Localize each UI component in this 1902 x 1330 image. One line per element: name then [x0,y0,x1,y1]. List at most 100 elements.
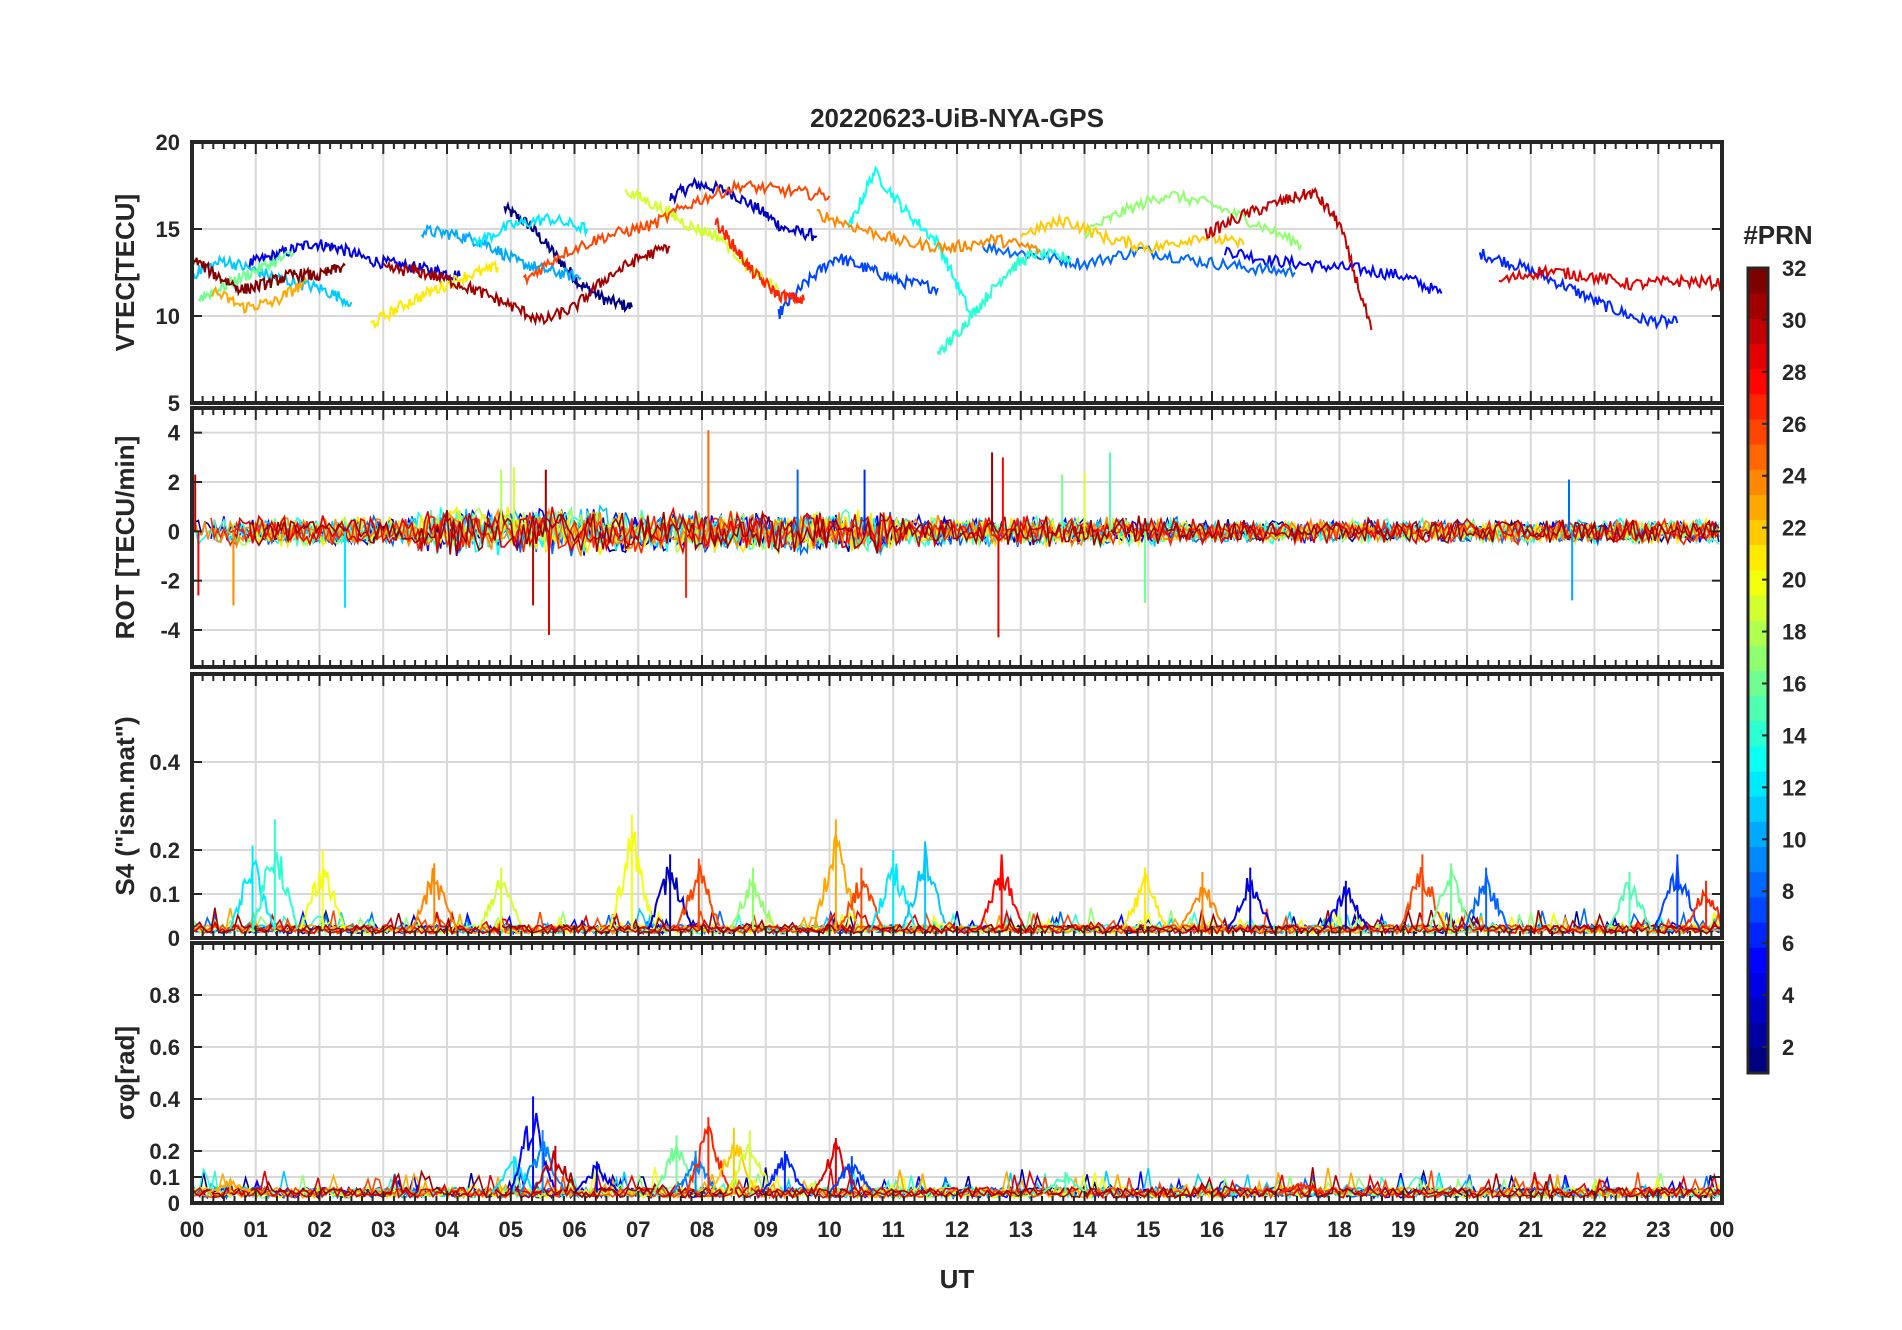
y-tick-label: 0.1 [149,1165,180,1190]
colorbar-segment [1748,745,1768,772]
prn-27-line [210,511,1720,554]
y-tick-label: 15 [156,217,180,242]
y-tick-label: 10 [156,304,180,329]
x-tick-label: 05 [499,1217,523,1242]
colorbar-segment [1748,771,1768,797]
colorbar-segment [1748,1022,1768,1049]
prn-31-line [249,508,1720,555]
x-axis-label: UT [940,1264,975,1294]
prn-10-line [420,223,582,282]
prn-19-line [624,187,780,291]
x-tick-label: 03 [371,1217,395,1242]
colorbar-tick-label: 18 [1782,620,1806,645]
y-tick-label: 0.8 [149,983,180,1008]
colorbar-segment [1748,997,1768,1024]
x-tick-label: 15 [1136,1217,1160,1242]
y-axis-label: ROT [TECU/min] [110,436,140,640]
prn-22-line [1019,212,1245,254]
colorbar-tick-label: 30 [1782,308,1806,333]
colorbar-segment [1748,595,1768,621]
colorbar-tick-label: 4 [1782,983,1795,1008]
x-ticks [191,142,1723,403]
y-tick-label: 0.4 [149,1087,180,1112]
colorbar-segment [1748,871,1768,898]
x-tick-label: 18 [1327,1217,1351,1242]
colorbar-tick-label: 8 [1782,879,1794,904]
colorbar-segment [1748,922,1768,948]
y-tick-label: 0 [168,1191,180,1216]
x-ticks [191,943,1723,1203]
colorbar-segment [1748,645,1768,671]
prn-29-line [1498,263,1722,293]
colorbar-tick-label: 32 [1782,256,1806,281]
colorbar-tick-label: 6 [1782,931,1794,956]
y-tick-label: 0 [168,519,180,544]
colorbar-segment [1748,846,1768,873]
colorbar-frame [1746,266,1770,1075]
colorbar-tick-label: 14 [1782,723,1807,748]
colorbar-tick-label: 20 [1782,568,1806,593]
y-axis-label: VTEC[TECU] [110,194,140,351]
y-tick-label: 0.1 [149,882,180,907]
colorbar-segment [1748,821,1768,848]
y-tick-label: 0.2 [149,838,180,863]
colorbar-tick-label: 2 [1782,1035,1794,1060]
x-tick-label: 01 [244,1217,268,1242]
x-tick-label: 07 [626,1217,650,1242]
prn-13-line [847,165,971,314]
figure-title: 20220623-UiB-NYA-GPS [810,103,1104,133]
x-tick-label: 17 [1264,1217,1288,1242]
prn-7-line [777,253,939,320]
y-axis-label: σφ[rad] [110,1026,140,1120]
y-tick-label: 0.4 [149,750,180,775]
prn-5-line [1223,246,1443,295]
prn-30-line [1204,186,1373,331]
x-tick-label: 14 [1072,1217,1097,1242]
panel-vtec: 5 10 15 20 VTEC[TECU] [110,130,1724,416]
colorbar-segment [1748,418,1768,445]
colorbar-segment [1748,444,1768,470]
x-tick-label: 11 [882,1217,905,1242]
x-tick-label: 22 [1582,1217,1606,1242]
x-tick-label: 20 [1455,1217,1479,1242]
x-tick-label: 04 [435,1217,460,1242]
x-tick-label: 10 [817,1217,841,1242]
panel-sigma_phi: 00.10.2 0.4 0.6 0.8 σφ[rad] 00 01 02 03 04 05 06 07 0… [110,941,1734,1242]
data-layer [192,430,1720,638]
colorbar-segment [1748,268,1768,294]
x-tick-label: 06 [562,1217,586,1242]
y-tick-label: -2 [160,569,180,594]
colorbar-tick-label: 10 [1782,827,1806,852]
x-tick-label: 13 [1009,1217,1033,1242]
colorbar-segment [1748,519,1768,546]
colorbar-tick-label: 26 [1782,412,1806,437]
panel-rot: -4 -2 0 2 4 ROT [TECU/min] [110,406,1724,669]
colorbar-segment [1748,670,1768,697]
colorbar-segment [1748,343,1768,370]
colorbar-tick-label: 24 [1782,464,1807,489]
prn-29-line [230,506,1720,556]
prn-11-line [192,254,353,309]
colorbar-segment [1748,393,1768,420]
y-tick-label: 0 [168,926,180,951]
y-tick-label: 0.6 [149,1035,180,1060]
y-tick-label: 20 [156,130,180,155]
prn-17-line [1083,188,1303,252]
prn-24-line [816,209,1041,256]
colorbar-segment [1748,293,1768,319]
prn-3-line [669,176,818,242]
x-tick-label: 09 [754,1217,778,1242]
prn-21-line [369,259,499,330]
colorbar-segment [1748,1047,1768,1074]
colorbar-label: #PRN [1743,220,1812,250]
prn-26-line [522,178,831,287]
x-tick-label: 12 [945,1217,969,1242]
colorbar-segment [1748,947,1768,973]
x-ticks [191,408,1723,667]
prn-6-line [1478,248,1679,330]
colorbar-tick-label: 22 [1782,516,1806,541]
colorbar-segment [1748,720,1768,747]
y-tick-label: 0.2 [149,1139,180,1164]
x-tick-label: 00 [1710,1217,1734,1242]
